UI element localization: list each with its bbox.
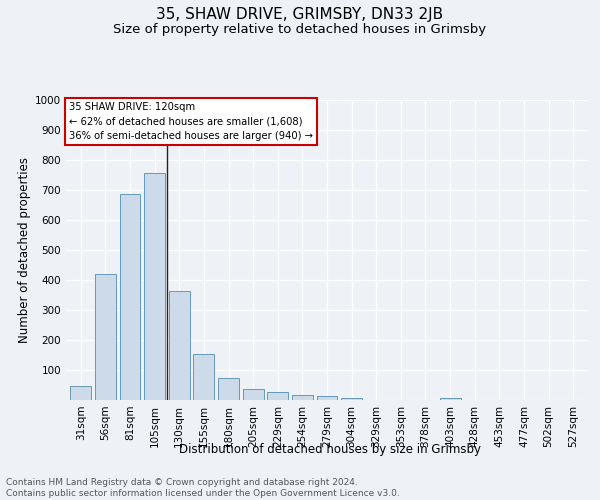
Bar: [119, 194, 140, 400]
Text: 35 SHAW DRIVE: 120sqm
← 62% of detached houses are smaller (1,608)
36% of semi-d: 35 SHAW DRIVE: 120sqm ← 62% of detached …: [68, 102, 313, 141]
Bar: [95, 274, 116, 400]
Bar: [242, 389, 263, 400]
Text: Distribution of detached houses by size in Grimsby: Distribution of detached houses by size …: [179, 442, 481, 456]
Bar: [317, 396, 337, 400]
Text: Size of property relative to detached houses in Grimsby: Size of property relative to detached ho…: [113, 22, 487, 36]
Bar: [193, 354, 214, 400]
Y-axis label: Number of detached properties: Number of detached properties: [18, 157, 31, 343]
Bar: [70, 386, 91, 400]
Bar: [218, 378, 239, 400]
Bar: [292, 394, 313, 400]
Bar: [169, 292, 190, 400]
Text: 35, SHAW DRIVE, GRIMSBY, DN33 2JB: 35, SHAW DRIVE, GRIMSBY, DN33 2JB: [157, 8, 443, 22]
Bar: [267, 392, 288, 400]
Text: Contains HM Land Registry data © Crown copyright and database right 2024.
Contai: Contains HM Land Registry data © Crown c…: [6, 478, 400, 498]
Bar: [440, 398, 461, 400]
Bar: [341, 398, 362, 400]
Bar: [144, 173, 165, 400]
